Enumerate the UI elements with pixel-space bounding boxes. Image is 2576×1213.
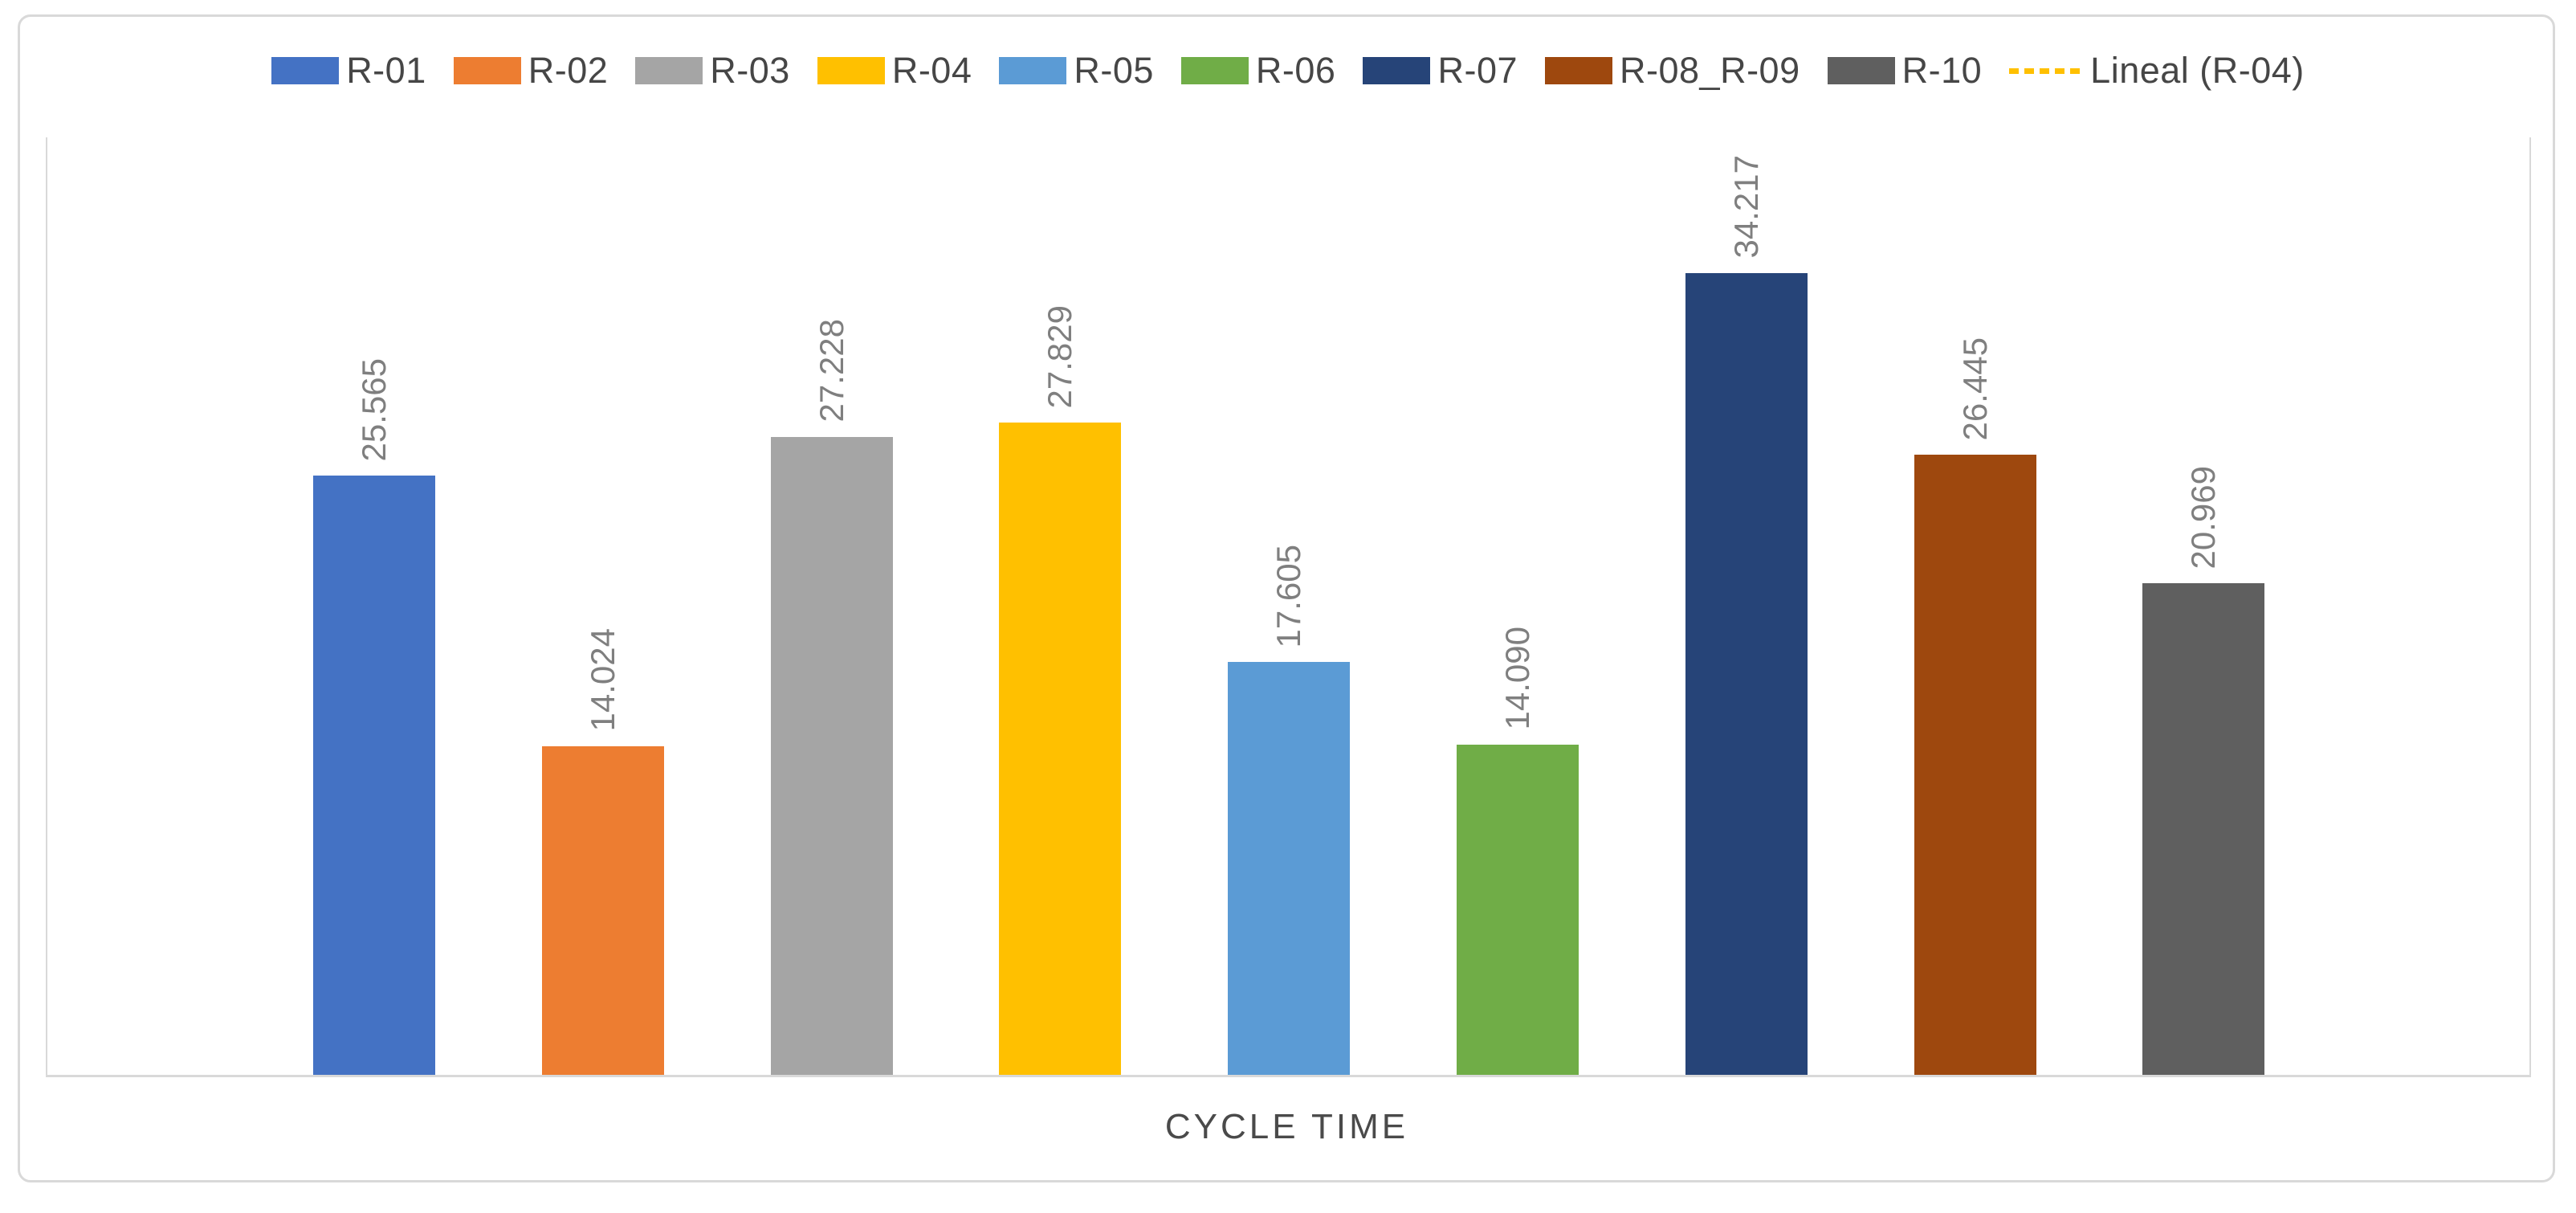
legend-item-R-05: R-05 — [999, 50, 1154, 92]
bar-slot-R-08_R-09: 26.445 — [1914, 137, 2036, 1075]
legend-swatch-icon — [817, 57, 885, 84]
bar-value-label: 26.445 — [1955, 337, 1994, 441]
bar-value-label: 14.090 — [1498, 627, 1536, 730]
bar-slot-R-04: 27.829 — [999, 137, 1122, 1075]
bar-slot-R-07: 34.217 — [1685, 137, 1808, 1075]
bar-R-05 — [1228, 662, 1351, 1075]
legend-label: R-10 — [1901, 50, 1983, 91]
legend-item-R-02: R-02 — [453, 50, 609, 92]
bar-R-06 — [1457, 744, 1579, 1075]
legend-swatch-icon — [1180, 57, 1249, 84]
legend-label: Lineal (R-04) — [2090, 50, 2305, 91]
legend-item-R-10: R-10 — [1827, 50, 1983, 92]
bar-R-01 — [313, 476, 435, 1075]
bar-R-02 — [541, 745, 664, 1075]
legend-label: R-07 — [1437, 50, 1518, 91]
legend-label: R-04 — [891, 50, 972, 91]
plot-area: 25.565 14.024 27.228 27.829 17.605 14.090 34.2… — [46, 137, 2531, 1077]
legend-swatch-icon — [1363, 57, 1431, 84]
legend-item-R-04: R-04 — [817, 50, 972, 92]
legend-label: R-01 — [346, 50, 426, 91]
bar-value-label: 20.969 — [2184, 465, 2223, 570]
legend-item-R-06: R-06 — [1180, 50, 1336, 92]
chart-legend: R-01 R-02 R-03 R-04 R-05 R-06 R-07 R-08_R-09 R-1… — [32, 45, 2544, 96]
legend-item-R-03: R-03 — [635, 50, 790, 92]
bar-value-label: 17.605 — [1270, 544, 1308, 648]
bar-value-label: 14.024 — [583, 628, 622, 732]
bar-slot-R-02: 14.024 — [541, 137, 664, 1075]
bar-slot-R-10: 20.969 — [2142, 137, 2265, 1075]
legend-swatch-icon — [453, 57, 521, 84]
legend-label: R-03 — [710, 50, 790, 91]
legend-item-trendline: Lineal (R-04) — [2009, 50, 2305, 92]
legend-swatch-icon — [271, 57, 340, 84]
legend-label: R-05 — [1074, 50, 1154, 91]
dashed-trendline-icon — [2009, 67, 2084, 74]
legend-swatch-icon — [1545, 57, 1613, 84]
bar-value-label: 27.228 — [812, 319, 850, 423]
bar-value-label: 25.565 — [355, 357, 393, 462]
bar-slot-R-05: 17.605 — [1228, 137, 1351, 1075]
legend-item-R-01: R-01 — [271, 50, 426, 92]
bar-slot-R-01: 25.565 — [313, 137, 435, 1075]
legend-label: R-08_R-09 — [1620, 50, 1800, 91]
bar-value-label: 34.217 — [1726, 155, 1765, 259]
bar-R-04 — [999, 423, 1122, 1075]
bar-slot-R-03: 27.228 — [770, 137, 893, 1075]
bar-R-07 — [1685, 272, 1808, 1075]
bar-R-10 — [2142, 583, 2265, 1075]
legend-label: R-02 — [528, 50, 609, 91]
legend-label: R-06 — [1255, 50, 1336, 91]
legend-swatch-icon — [999, 57, 1067, 84]
bar-value-label: 27.829 — [1041, 304, 1079, 409]
bar-slot-R-06: 14.090 — [1457, 137, 1579, 1075]
legend-item-R-08_R-09: R-08_R-09 — [1545, 50, 1800, 92]
legend-swatch-icon — [635, 57, 703, 84]
bar-R-03 — [770, 436, 893, 1075]
legend-item-R-07: R-07 — [1363, 50, 1518, 92]
x-axis-title: CYCLE TIME — [1164, 1107, 1409, 1146]
legend-swatch-icon — [1827, 57, 1895, 84]
bar-R-08_R-09 — [1914, 455, 2036, 1075]
